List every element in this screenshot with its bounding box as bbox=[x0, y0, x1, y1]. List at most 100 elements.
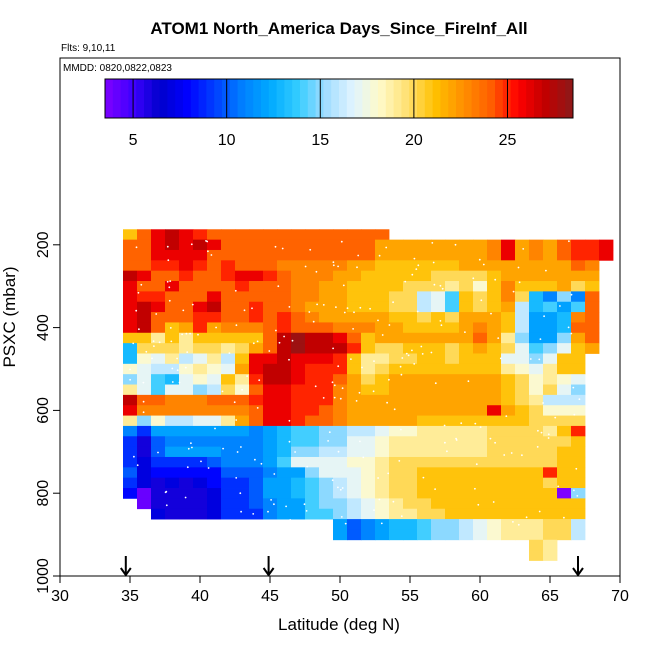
heatmap-cell bbox=[347, 477, 362, 489]
heatmap-cell bbox=[319, 425, 334, 437]
heatmap-cell bbox=[305, 488, 320, 499]
heatmap-cell bbox=[543, 343, 558, 354]
heatmap-cell bbox=[179, 353, 194, 365]
heatmap-cell bbox=[361, 415, 376, 427]
heatmap-cell bbox=[305, 456, 320, 468]
heatmap-cell bbox=[333, 343, 348, 354]
heatmap-cell bbox=[179, 249, 194, 261]
track-dot bbox=[517, 523, 520, 526]
track-dot bbox=[545, 269, 547, 272]
track-dot bbox=[405, 352, 408, 355]
heatmap-cell bbox=[179, 446, 194, 458]
heatmap-cell bbox=[165, 291, 180, 303]
track-dot bbox=[291, 339, 294, 342]
track-dot bbox=[184, 496, 187, 499]
heatmap-cell bbox=[193, 498, 208, 510]
heatmap-cell bbox=[361, 249, 376, 261]
heatmap-cell bbox=[179, 322, 194, 334]
track-dot bbox=[137, 291, 140, 294]
heatmap-cell bbox=[403, 425, 418, 437]
heatmap-cell bbox=[333, 467, 348, 479]
heatmap-cell bbox=[389, 425, 404, 437]
heatmap-cell bbox=[431, 343, 446, 354]
heatmap-cell bbox=[277, 281, 292, 292]
heatmap-cell bbox=[389, 260, 404, 272]
heatmap-cell bbox=[403, 446, 418, 458]
track-dot bbox=[207, 250, 209, 253]
heatmap-cell bbox=[389, 374, 404, 385]
heatmap-cell bbox=[249, 229, 264, 241]
track-dot bbox=[388, 324, 391, 326]
heatmap-cell bbox=[179, 374, 194, 385]
heatmap-cell bbox=[123, 229, 138, 241]
heatmap-cell bbox=[487, 436, 502, 448]
heatmap-cell bbox=[305, 229, 320, 241]
track-dot bbox=[547, 433, 550, 436]
heatmap-cell bbox=[403, 249, 418, 261]
heatmap-cell bbox=[263, 436, 278, 448]
heatmap-cell bbox=[137, 436, 152, 448]
track-dot bbox=[398, 460, 401, 462]
colorbar-swatch bbox=[159, 79, 168, 118]
heatmap-cell bbox=[431, 322, 446, 334]
track-dot bbox=[356, 266, 358, 269]
heatmap-cell bbox=[221, 508, 236, 520]
heatmap-cell bbox=[137, 467, 152, 479]
heatmap-cell bbox=[473, 312, 488, 323]
heatmap-cell bbox=[151, 467, 166, 479]
heatmap-cell bbox=[557, 467, 572, 479]
heatmap-cell bbox=[417, 446, 432, 458]
heatmap-cell bbox=[403, 343, 418, 354]
heatmap-cell bbox=[123, 312, 138, 323]
track-dot bbox=[234, 289, 237, 292]
heatmap-cell bbox=[417, 353, 432, 365]
colorbar-frame bbox=[104, 78, 574, 119]
heatmap-cell bbox=[487, 508, 502, 520]
heatmap-cell bbox=[375, 394, 390, 406]
heatmap-cell bbox=[123, 446, 138, 458]
heatmap-cell bbox=[319, 446, 334, 458]
heatmap-cell bbox=[151, 332, 166, 344]
heatmap-cell bbox=[305, 353, 320, 365]
colorbar-swatch bbox=[565, 79, 574, 118]
heatmap-cell bbox=[375, 415, 390, 427]
track-dot bbox=[275, 329, 277, 332]
heatmap-cell bbox=[389, 519, 404, 530]
heatmap-cell bbox=[501, 467, 516, 479]
track-dot bbox=[166, 280, 169, 283]
heatmap-cell bbox=[445, 456, 460, 468]
track-dot bbox=[166, 245, 169, 248]
heatmap-cell bbox=[445, 498, 460, 510]
heatmap-cell bbox=[193, 488, 208, 499]
heatmap-cell bbox=[235, 281, 250, 292]
heatmap-cell bbox=[515, 405, 530, 416]
track-dot bbox=[478, 258, 481, 261]
track-dot bbox=[420, 345, 423, 348]
track-dot bbox=[252, 342, 255, 345]
heatmap-cell bbox=[333, 301, 348, 313]
heatmap-cell bbox=[305, 343, 320, 354]
colorbar-swatch bbox=[378, 79, 387, 118]
colorbar-swatch bbox=[144, 79, 153, 118]
heatmap-cell bbox=[473, 353, 488, 365]
heatmap-cell bbox=[501, 488, 516, 499]
heatmap-cell bbox=[221, 405, 236, 416]
heatmap-cell bbox=[137, 415, 152, 427]
heatmap-cell bbox=[361, 405, 376, 416]
track-dot bbox=[340, 516, 343, 518]
heatmap-cell bbox=[123, 488, 138, 499]
heatmap-cell bbox=[431, 363, 446, 375]
heatmap-cell bbox=[459, 519, 474, 530]
heatmap-cell bbox=[403, 374, 418, 385]
heatmap-cell bbox=[333, 456, 348, 468]
colorbar-tick-label: 15 bbox=[311, 132, 329, 149]
heatmap-cell bbox=[417, 291, 432, 303]
heatmap-cell bbox=[277, 498, 292, 510]
heatmap-cell bbox=[543, 249, 558, 261]
heatmap-cell bbox=[179, 467, 194, 479]
heatmap-cell bbox=[361, 291, 376, 303]
y-tick-label: 600 bbox=[35, 397, 52, 424]
heatmap-cell bbox=[207, 488, 222, 499]
heatmap-cell bbox=[305, 467, 320, 479]
heatmap-cell bbox=[515, 363, 530, 375]
